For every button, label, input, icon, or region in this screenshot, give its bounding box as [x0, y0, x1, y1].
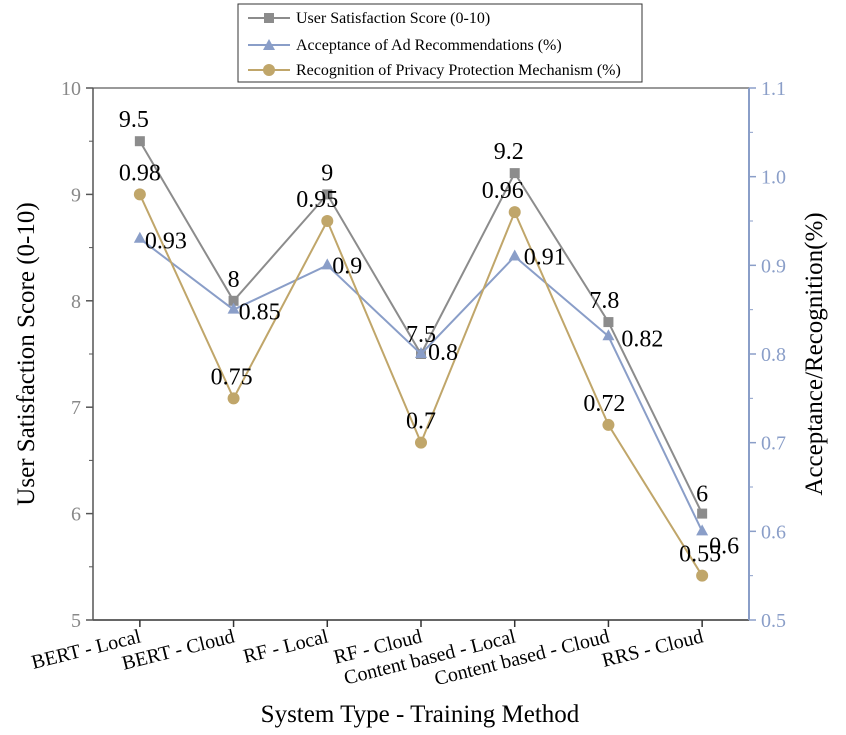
- square-marker: [697, 508, 708, 519]
- circle-marker: [508, 206, 521, 219]
- data-label: 9.5: [119, 107, 149, 133]
- left-axis-title: User Satisfaction Score (0-10): [13, 202, 40, 505]
- right-tick-label: 0.9: [761, 255, 786, 277]
- left-tick-label: 7: [71, 397, 81, 419]
- data-label: 0.85: [239, 300, 281, 326]
- legend-box: [237, 3, 643, 83]
- data-label: 0.75: [211, 364, 253, 390]
- legend-square-marker: [264, 13, 274, 23]
- legend-entry-recognition: Recognition of Privacy Protection Mechan…: [248, 62, 621, 79]
- right-tick-label: 0.6: [761, 521, 786, 543]
- data-label: 0.8: [428, 340, 458, 366]
- left-axis: 5 6 7 8 9 10: [61, 78, 93, 632]
- data-label: 0.96: [482, 178, 524, 204]
- data-label: 6: [696, 482, 708, 508]
- circle-marker: [696, 569, 709, 582]
- x-axis-title: System Type - Training Method: [261, 701, 580, 728]
- triangle-marker: [602, 329, 615, 341]
- triangle-marker: [321, 258, 334, 270]
- legend-triangle-marker: [263, 39, 275, 50]
- triangle-marker: [696, 524, 709, 536]
- data-label: 0.82: [621, 326, 663, 352]
- data-label: 0.98: [119, 160, 161, 186]
- x-tick-label: RRS - Cloud: [600, 626, 706, 672]
- legend-entry-satisfaction: User Satisfaction Score (0-10): [248, 10, 490, 27]
- data-label: 0.9: [332, 253, 362, 279]
- left-tick-label: 10: [61, 78, 81, 100]
- data-label: 0.93: [145, 229, 187, 255]
- legend-circle-marker: [263, 64, 275, 76]
- left-tick-label: 6: [71, 504, 81, 526]
- triangle-marker: [133, 231, 146, 243]
- left-tick-label: 9: [71, 184, 81, 206]
- data-label: 7.8: [589, 288, 619, 314]
- square-marker: [322, 189, 333, 200]
- square-marker: [228, 295, 239, 306]
- data-label: 8: [228, 267, 240, 293]
- legend-label-recognition: Recognition of Privacy Protection Mechan…: [296, 62, 621, 79]
- data-labels: 9.5 8 9 7.5 9.2 7.8 6 0.93 0.85 0.9 0.8 0.91 0.82 0.6…: [119, 107, 739, 567]
- legend-label-satisfaction: User Satisfaction Score (0-10): [296, 10, 490, 27]
- square-marker: [603, 317, 614, 328]
- right-tick-label: 1.0: [761, 167, 786, 189]
- series-layer: [133, 136, 709, 582]
- triangle-marker: [415, 347, 427, 358]
- right-axis-title: Acceptance/Recognition(%): [801, 212, 828, 495]
- data-label: 9: [321, 160, 333, 186]
- legend-label-acceptance: Acceptance of Ad Recommendations (%): [296, 37, 562, 54]
- data-label: 0.95: [296, 187, 338, 213]
- series-2: [133, 231, 709, 536]
- left-tick-label: 8: [71, 291, 81, 313]
- right-axis: 0.5 0.6 0.7 0.8 0.9 1.0 1.1: [749, 78, 786, 632]
- data-label: 7.5: [406, 322, 436, 348]
- right-tick-label: 0.5: [761, 610, 786, 632]
- square-marker: [134, 136, 145, 147]
- right-tick-label: 0.8: [761, 344, 786, 366]
- x-tick-label: RF - Local: [241, 625, 331, 667]
- data-label: 0.7: [406, 409, 436, 435]
- circle-marker: [415, 436, 427, 449]
- triangle-marker: [227, 302, 240, 314]
- data-label: 9.2: [494, 139, 524, 165]
- legend-entry-acceptance: Acceptance of Ad Recommendations (%): [248, 37, 562, 54]
- series-3: [133, 188, 709, 582]
- right-tick-label: 1.1: [761, 78, 786, 100]
- right-tick-label: 0.7: [761, 433, 786, 455]
- data-label: 0.6: [709, 533, 739, 559]
- triangle-marker: [508, 249, 521, 261]
- square-marker: [509, 168, 520, 179]
- data-label: 0.91: [524, 244, 566, 270]
- data-label: 0.72: [583, 391, 625, 417]
- circle-marker: [133, 188, 146, 201]
- circle-marker: [321, 215, 334, 227]
- circle-marker: [227, 392, 240, 405]
- legend: User Satisfaction Score (0-10) Acceptanc…: [237, 3, 643, 83]
- data-label: 0.55: [679, 542, 721, 568]
- left-tick-label: 5: [71, 610, 81, 632]
- circle-marker: [602, 418, 615, 431]
